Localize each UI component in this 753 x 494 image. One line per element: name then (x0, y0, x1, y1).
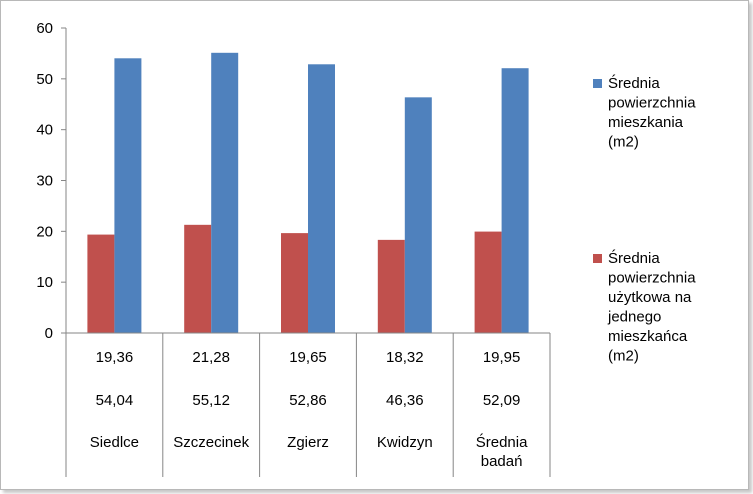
legend-label-2: jednego (607, 309, 661, 326)
category-label-3: Kwidzyn (377, 434, 433, 451)
legend-label-1: Średnia (608, 74, 660, 92)
table-value-series1-0: 54,04 (96, 392, 134, 409)
table-value-series1-2: 52,86 (289, 392, 327, 409)
table-value-series1-3: 46,36 (386, 392, 424, 409)
legend-label-2: użytkowa na (608, 289, 692, 306)
category-label-4: badań (481, 453, 523, 470)
bar-series1-4 (501, 68, 529, 333)
legend-label-2: powierzchnia (608, 270, 696, 287)
table-value-series1-4: 52,09 (483, 392, 521, 409)
bar-series1-0 (114, 58, 142, 334)
y-tick-label: 10 (36, 274, 53, 291)
table-value-series2-2: 19,65 (289, 349, 327, 366)
legend-label-2: (m2) (608, 348, 639, 365)
y-tick-label: 20 (36, 223, 53, 240)
table-value-series1-1: 55,12 (192, 392, 230, 409)
legend-swatch-2 (593, 254, 602, 263)
table-value-series2-4: 19,95 (483, 349, 521, 366)
y-tick-label: 0 (45, 325, 53, 342)
table-value-series2-1: 21,28 (192, 349, 230, 366)
category-label-2: Zgierz (287, 434, 329, 451)
bar-series2-3 (377, 239, 405, 333)
legend-label-1: (m2) (608, 134, 639, 151)
bar-series1-2 (308, 64, 335, 334)
legend-label-1: mieszkania (608, 114, 684, 131)
y-axis: 0 10 20 30 40 50 60 (36, 20, 67, 342)
category-label-0: Siedlce (90, 434, 139, 451)
legend-swatch-1 (593, 79, 602, 88)
category-label-4: Średnia (476, 433, 528, 451)
data-table: 19,36 54,04 Siedlce 21,28 55,12 Szczecinek 19,… (65, 332, 551, 477)
bar-series1-1 (211, 52, 239, 333)
y-tick-label: 60 (36, 20, 53, 37)
bar-series2-2 (281, 233, 308, 333)
y-tick-label: 40 (36, 122, 53, 139)
category-label-1: Szczecinek (173, 434, 249, 451)
legend-label-2: mieszkańca (608, 328, 688, 345)
legend: Średnia powierzchnia mieszkania (m2) Średnia… (593, 74, 696, 365)
table-value-series2-0: 19,36 (96, 349, 134, 366)
table-value-series2-3: 18,32 (386, 349, 424, 366)
y-tick-label: 30 (36, 173, 53, 190)
legend-label-2: Średnia (608, 249, 660, 267)
bar-series2-4 (474, 231, 502, 333)
y-tick-label: 50 (36, 71, 53, 88)
bar-series2-1 (184, 224, 212, 333)
legend-label-1: powierzchnia (608, 95, 696, 112)
bar-series2-0 (87, 234, 115, 333)
bars (87, 52, 529, 334)
bar-series1-3 (404, 97, 432, 333)
